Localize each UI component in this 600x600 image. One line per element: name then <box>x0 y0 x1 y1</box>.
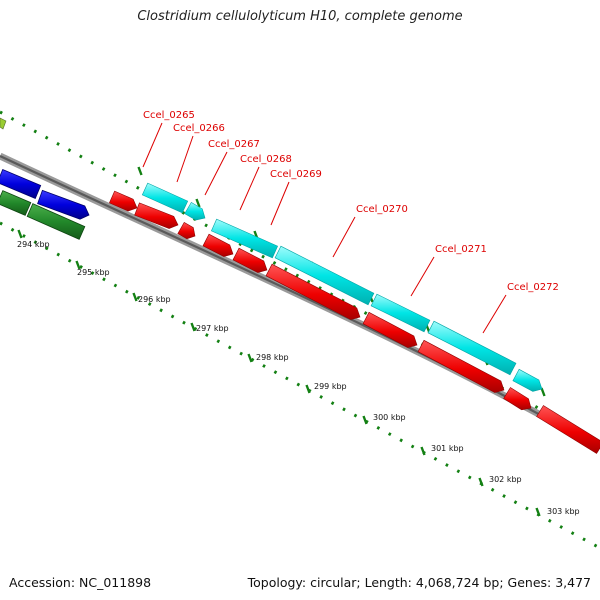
forward-cds-arrow[interactable] <box>370 293 431 333</box>
gene-label-leader <box>176 135 194 183</box>
gene-label[interactable]: Ccel_0270 <box>356 204 408 215</box>
gene-label[interactable]: Ccel_0272 <box>507 282 559 293</box>
lower-tick-marks <box>17 229 541 517</box>
topology-summary: Topology: circular; Length: 4,068,724 bp… <box>247 575 591 590</box>
forward-cds-arrow[interactable] <box>274 245 375 306</box>
reverse-cds-arrow[interactable] <box>536 405 600 454</box>
forward-cds-arrow[interactable] <box>427 320 517 376</box>
feature-olive-fragment[interactable] <box>0 117 7 130</box>
position-label: 299 kbp <box>314 382 347 391</box>
major-tick-mark <box>362 415 368 425</box>
major-tick-mark <box>535 507 541 517</box>
gene-label[interactable]: Ccel_0267 <box>208 139 260 150</box>
reverse-cds-arrow[interactable] <box>177 221 196 240</box>
reverse-cds-arrow[interactable] <box>503 387 532 411</box>
major-tick-mark <box>17 229 23 239</box>
major-tick-mark <box>420 446 426 456</box>
major-tick-mark <box>75 260 81 270</box>
major-tick-mark <box>247 353 253 363</box>
major-tick-mark <box>132 292 138 302</box>
gene-label-leader <box>332 216 356 258</box>
green-feature[interactable] <box>26 203 86 240</box>
reverse-cds-arrow[interactable] <box>362 311 418 348</box>
reverse-cds-arrow[interactable] <box>109 190 138 212</box>
forward-cds-arrow[interactable] <box>512 368 543 392</box>
major-tick-mark <box>478 477 484 487</box>
reverse-cds-arrow[interactable] <box>134 202 179 229</box>
major-tick-mark <box>540 387 546 397</box>
forward-cds-arrow[interactable] <box>211 218 278 259</box>
major-tick-mark <box>137 166 143 176</box>
reverse-cds-arrow[interactable] <box>232 247 268 273</box>
position-label: 302 kbp <box>489 475 522 484</box>
reverse-cds-arrow[interactable] <box>265 263 361 320</box>
position-label: 300 kbp <box>373 413 406 422</box>
gene-label-leader <box>270 181 290 226</box>
position-label: 297 kbp <box>196 324 229 333</box>
gene-label-leader <box>410 256 435 297</box>
position-label: 301 kbp <box>431 444 464 453</box>
gene-label[interactable]: Ccel_0268 <box>240 154 292 165</box>
position-label: 295 kbp <box>77 268 110 277</box>
gene-label-leader <box>142 122 163 168</box>
position-label: 303 kbp <box>547 507 580 516</box>
forward-cds-arrow[interactable] <box>141 182 189 214</box>
reverse-cds-arrow[interactable] <box>202 233 234 257</box>
green-feature[interactable] <box>0 190 32 216</box>
gene-label-leader <box>239 166 260 211</box>
blue-feature[interactable] <box>0 168 42 200</box>
accession-text: Accession: NC_011898 <box>9 575 152 590</box>
map-title: Clostridium cellulolyticum H10, complete… <box>137 9 463 24</box>
gene-label-leader <box>482 294 507 334</box>
gene-label[interactable]: Ccel_0265 <box>143 110 195 121</box>
gene-label[interactable]: Ccel_0269 <box>270 169 322 180</box>
position-label: 298 kbp <box>256 353 289 362</box>
gene-label[interactable]: Ccel_0266 <box>173 123 225 134</box>
genome-backbone <box>0 152 600 452</box>
major-tick-mark <box>305 384 311 394</box>
blue-feature[interactable] <box>37 189 90 220</box>
reverse-cds-arrow[interactable] <box>417 339 505 393</box>
position-label: 294 kbp <box>17 240 50 249</box>
gene-label-leader <box>204 151 228 196</box>
forward-cds-arrow[interactable] <box>184 201 206 221</box>
major-tick-mark <box>190 322 196 332</box>
position-label: 296 kbp <box>138 295 171 304</box>
gene-label[interactable]: Ccel_0271 <box>435 244 487 255</box>
major-tick-mark <box>195 198 201 208</box>
